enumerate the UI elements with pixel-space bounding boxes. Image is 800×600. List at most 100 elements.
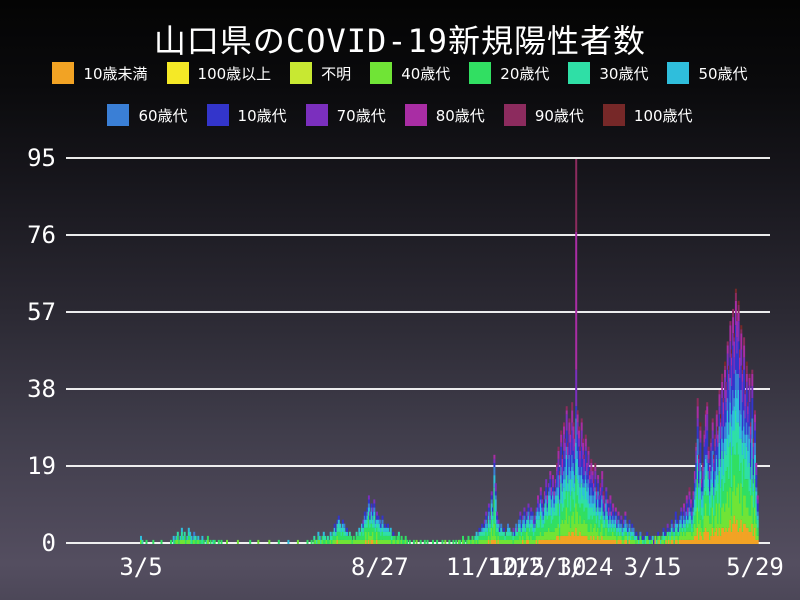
stacked-bar [729,321,732,544]
legend-label: 30歳代 [599,64,649,83]
stacked-bar [681,519,684,544]
stacked-bar [531,511,534,544]
stacked-bar [459,539,462,544]
stacked-bar [601,471,604,544]
stacked-bar [463,539,466,544]
stacked-bar [393,535,396,544]
stacked-bar [572,422,575,544]
stacked-bar [198,539,201,544]
stacked-bar [462,535,464,544]
stacked-bar [498,527,501,544]
stacked-bar [754,410,756,544]
stacked-bar [194,535,197,544]
stacked-bar [665,535,668,544]
stacked-bar [369,511,372,544]
stacked-bar [520,523,523,544]
stacked-bar [382,527,385,544]
y-axis-tick-label: 0 [41,529,56,557]
legend-label: 10歳未満 [83,64,148,83]
legend-swatch-icon [166,62,189,84]
stacked-bar [599,483,602,544]
stacked-bar [444,539,447,544]
stacked-bar [359,531,362,544]
stacked-bar [654,535,657,544]
stacked-bar [487,503,490,544]
stacked-bar [226,539,228,544]
stacked-bar [399,539,402,544]
legend-swatch-icon [469,62,492,84]
legend-item: 50歳代 [667,62,748,84]
stacked-bar [328,539,331,544]
stacked-bar [380,523,383,544]
stacked-bar [623,519,625,544]
legend-label: 70歳代 [336,106,386,125]
stacked-bar [558,471,561,544]
stacked-bar [331,535,333,544]
stacked-bar [197,535,200,544]
stacked-bar [711,418,714,544]
stacked-bar [627,527,630,544]
stacked-bar [725,381,728,544]
legend-swatch-icon [52,62,75,84]
stacked-bar [436,539,439,544]
stacked-bar [663,531,666,544]
legend-label: 50歳代 [698,64,748,83]
stacked-bar [268,539,271,544]
stacked-bar [423,539,426,544]
stacked-bar [528,515,531,544]
legend-swatch-icon [568,62,591,84]
stacked-bar [512,527,515,544]
stacked-bar [175,535,178,544]
stacked-bar [730,349,733,544]
stacked-bar [187,527,190,544]
legend-swatch-icon [602,104,625,126]
y-axis-tick-label: 57 [27,298,56,326]
legend-label: 100歳代 [633,106,693,125]
legend-item: 90歳代 [503,104,584,126]
stacked-bar [180,527,183,544]
stacked-bar [193,531,196,544]
stacked-bar [340,527,343,544]
stacked-bar [508,527,511,544]
stacked-bar [366,507,369,544]
stacked-bar [333,523,336,544]
stacked-bar [718,390,721,544]
stacked-bar [526,511,529,544]
stacked-bar [489,515,492,544]
x-axis-tick-label: 5/29 [726,553,784,581]
stacked-bar [597,475,600,544]
stacked-bar [677,527,680,544]
stacked-bar [719,414,722,544]
stacked-bar [603,503,606,544]
stacked-bar [674,511,677,544]
stacked-bar [388,531,391,544]
stacked-bar [662,527,665,544]
stacked-bar [448,539,451,544]
stacked-bar [543,491,546,544]
stacked-bar [567,442,570,544]
stacked-bar [352,535,355,544]
stacked-bar [743,337,746,544]
stacked-bar [486,523,489,544]
legend-swatch-icon [290,62,313,84]
x-axis-tick-label: 8/27 [350,553,409,581]
stacked-bar [584,434,587,544]
stacked-bar [493,454,496,544]
stacked-bar [747,402,750,544]
stacked-bar [651,535,654,544]
stacked-bar [350,535,353,544]
stacked-bar [696,398,699,544]
stacked-bar [472,539,475,544]
stacked-bar [373,499,376,544]
stacked-bar [535,507,538,544]
stacked-bar [404,535,407,544]
stacked-bar [377,515,380,544]
stacked-bar [391,535,393,544]
stacked-bar [755,462,758,544]
stacked-bar [717,426,720,544]
gridline [66,388,770,390]
stacked-bar [170,539,172,544]
stacked-bar [591,467,594,544]
stacked-bar [336,519,339,544]
